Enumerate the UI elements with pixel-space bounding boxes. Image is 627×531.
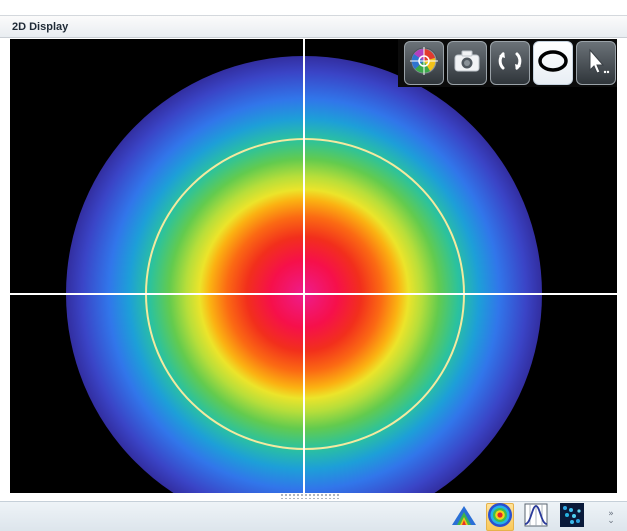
ellipse-aperture-icon [537,46,569,81]
profile-chart-icon [523,502,549,531]
scatter-points-button[interactable] [558,502,586,531]
view-switcher-bar [0,501,627,531]
crosshair-target-button[interactable] [404,41,444,85]
panel-title: 2D Display [12,21,69,33]
profile-chart-button[interactable] [522,503,550,531]
ellipse-aperture-button[interactable] [533,41,573,85]
crosshair-target-icon [409,46,439,81]
chevron-double-right-icon[interactable]: » ⌄ [607,509,615,526]
pointer-cursor-icon [581,46,611,81]
refresh-icon [495,46,525,81]
3d-display-icon [451,502,477,531]
camera-button[interactable] [447,41,487,85]
2d-display-button[interactable] [486,502,514,531]
3d-display-button[interactable] [450,503,478,531]
beam-2d-display[interactable] [10,39,617,493]
pointer-button[interactable] [576,41,616,85]
splitter-grip[interactable] [280,493,340,499]
camera-icon [452,46,482,81]
display-toolbar [398,39,617,87]
scatter-points-icon [559,502,585,531]
crosshair-horizontal[interactable] [10,293,617,295]
panel-title-bar: 2D Display [0,15,627,38]
2d-display-icon [487,502,513,531]
refresh-button[interactable] [490,41,530,85]
crosshair-vertical[interactable] [303,39,305,493]
